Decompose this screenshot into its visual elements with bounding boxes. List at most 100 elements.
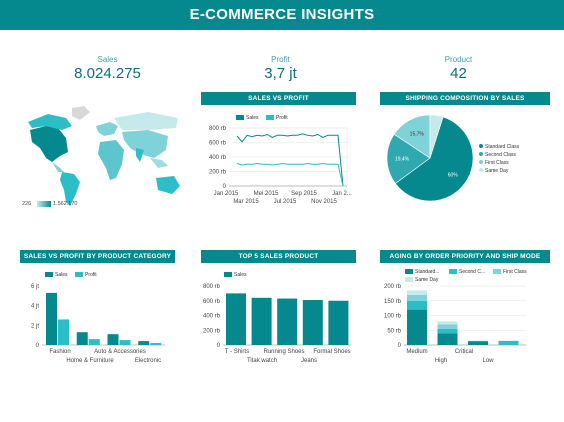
top5-y-tick: 800 rb xyxy=(203,284,221,290)
kpi-profit-value: 3,7 jt xyxy=(264,65,297,82)
top5-x-tick: T - Shirts xyxy=(225,349,249,355)
cat-legend-label: Profit xyxy=(85,272,97,278)
world-map[interactable] xyxy=(18,102,188,212)
aging-bar-segment xyxy=(468,340,488,342)
pie-slice-standard-class xyxy=(394,116,474,202)
kpi-sales: Sales 8.024.275 xyxy=(60,55,155,82)
pie-slice-label: 19,4% xyxy=(395,157,410,163)
aging-legend-swatch xyxy=(449,269,457,274)
pie-slice-same-day xyxy=(429,114,444,159)
title-category: SALES VS PROFIT BY PRODUCT CATEGORY xyxy=(20,250,175,263)
category-bar-chart[interactable]: Sales Profit 6 jt 4 jt 2 jt 0 Fashion Home & Fu… xyxy=(20,266,180,371)
top5-bar xyxy=(328,300,349,345)
kpi-product-value: 42 xyxy=(450,65,467,82)
top5-legend-label: Sales xyxy=(234,272,247,278)
top5-bar xyxy=(277,298,298,345)
cat-y-tick: 4 jt xyxy=(31,304,39,310)
aging-x-tick: Critical xyxy=(455,349,473,355)
aging-bar-segment xyxy=(437,333,458,345)
aging-bar-segment xyxy=(498,340,519,345)
pie-legend-label: Standard Class xyxy=(485,144,520,150)
top5-x-tick: Titak watch xyxy=(247,358,277,364)
pie-slice-second-class xyxy=(386,133,431,184)
aging-y-tick: 200 rb xyxy=(384,284,402,290)
aging-x-tick: Low xyxy=(482,358,494,364)
map-india xyxy=(136,148,144,162)
aging-bar-segment xyxy=(407,309,427,345)
map-se-asia xyxy=(150,158,168,168)
pie-legend-swatch xyxy=(479,152,483,156)
aging-y-tick: 0 xyxy=(398,343,402,349)
line-legend-swatch xyxy=(236,115,244,120)
kpi-sales-label: Sales xyxy=(97,55,118,64)
top5-y-tick: 0 xyxy=(217,343,221,349)
cat-y-tick: 0 xyxy=(36,343,40,349)
kpi-product: Product 42 xyxy=(411,55,506,82)
cat-bar-profit xyxy=(119,340,131,345)
top5-y-tick: 400 rb xyxy=(203,314,221,320)
aging-legend-label: First Class xyxy=(503,269,527,275)
pie-legend-swatch xyxy=(479,168,483,172)
map-asia xyxy=(122,130,168,158)
map-central-america xyxy=(52,162,64,172)
pie-legend-swatch xyxy=(479,144,483,148)
map-south-america xyxy=(60,172,80,206)
aging-bar-segment xyxy=(468,341,488,345)
top5-bar xyxy=(302,300,323,345)
aging-legend-label: Same Day xyxy=(415,277,439,283)
aging-bar-chart[interactable]: Standard... Second C... First Class Same Da… xyxy=(380,266,555,371)
aging-y-tick: 150 rb xyxy=(384,299,402,305)
aging-bar-segment xyxy=(407,300,427,310)
top5-legend-swatch xyxy=(224,272,232,277)
title-aging: AGING BY ORDER PRIORITY AND SHIP MODE xyxy=(380,250,550,263)
top5-y-tick: 600 rb xyxy=(203,299,221,305)
cat-bar-sales xyxy=(107,334,119,345)
map-greenland xyxy=(72,106,90,120)
aging-legend-label: Second C... xyxy=(459,269,485,275)
pie-legend-label: Same Day xyxy=(485,168,509,174)
pie-legend-label: Second Class xyxy=(485,152,516,158)
top5-bar xyxy=(251,297,272,345)
pie-legend-label: First Class xyxy=(485,160,509,166)
cat-legend-swatch xyxy=(75,272,83,277)
line-x-tick: Mei 2015 xyxy=(254,191,279,197)
aging-bar-segment xyxy=(437,328,458,334)
cat-legend-swatch xyxy=(45,272,53,277)
cat-x-tick: Home & Furniture xyxy=(66,358,114,364)
map-north-america xyxy=(30,126,68,162)
cat-x-tick: Electronic xyxy=(135,358,161,364)
line-x-tick: Mar 2015 xyxy=(233,199,259,205)
cat-y-tick: 6 jt xyxy=(31,284,39,290)
title-sales-vs-profit: SALES VS PROFIT xyxy=(201,92,356,105)
aging-legend-swatch xyxy=(405,277,413,282)
line-x-tick: Jan 2015 xyxy=(214,191,239,197)
kpi-product-label: Product xyxy=(444,55,473,64)
cat-bar-sales xyxy=(46,292,57,345)
kpi-sales-value: 8.024.275 xyxy=(74,65,141,82)
map-legend-max: 1.562.170 xyxy=(53,201,78,207)
aging-bar-segment xyxy=(407,294,427,301)
cat-bar-sales xyxy=(138,341,150,345)
line-legend-label: Profit xyxy=(276,115,288,121)
kpi-profit: Profit 3,7 jt xyxy=(233,55,328,82)
top5-x-tick: Jeans xyxy=(301,358,317,364)
cat-bar-profit xyxy=(58,319,69,345)
aging-bar-segment xyxy=(437,321,458,325)
map-australia xyxy=(156,176,180,194)
line-legend-label: Sales xyxy=(246,115,259,121)
title-top5: TOP 5 SALES PRODUCT xyxy=(201,250,356,263)
line-series-sales xyxy=(236,133,344,187)
cat-bar-sales xyxy=(76,332,88,345)
map-africa xyxy=(98,140,124,180)
cat-x-tick: Fashion xyxy=(49,349,70,355)
line-y-tick: 400 rb xyxy=(209,155,227,161)
top5-bar-chart[interactable]: Sales 800 rb 600 rb 400 rb 200 rb 0 T - Shirts… xyxy=(201,266,361,371)
map-canada xyxy=(28,114,72,130)
line-series-profit xyxy=(236,162,344,187)
cat-y-tick: 2 jt xyxy=(31,323,39,329)
aging-legend-label: Standard... xyxy=(415,269,439,275)
line-x-tick: Nov 2015 xyxy=(311,199,337,205)
aging-x-tick: Medium xyxy=(406,349,427,355)
shipping-pie-chart[interactable]: 60% 19,4% 15,7% Standard Class Second Class F… xyxy=(380,108,555,208)
